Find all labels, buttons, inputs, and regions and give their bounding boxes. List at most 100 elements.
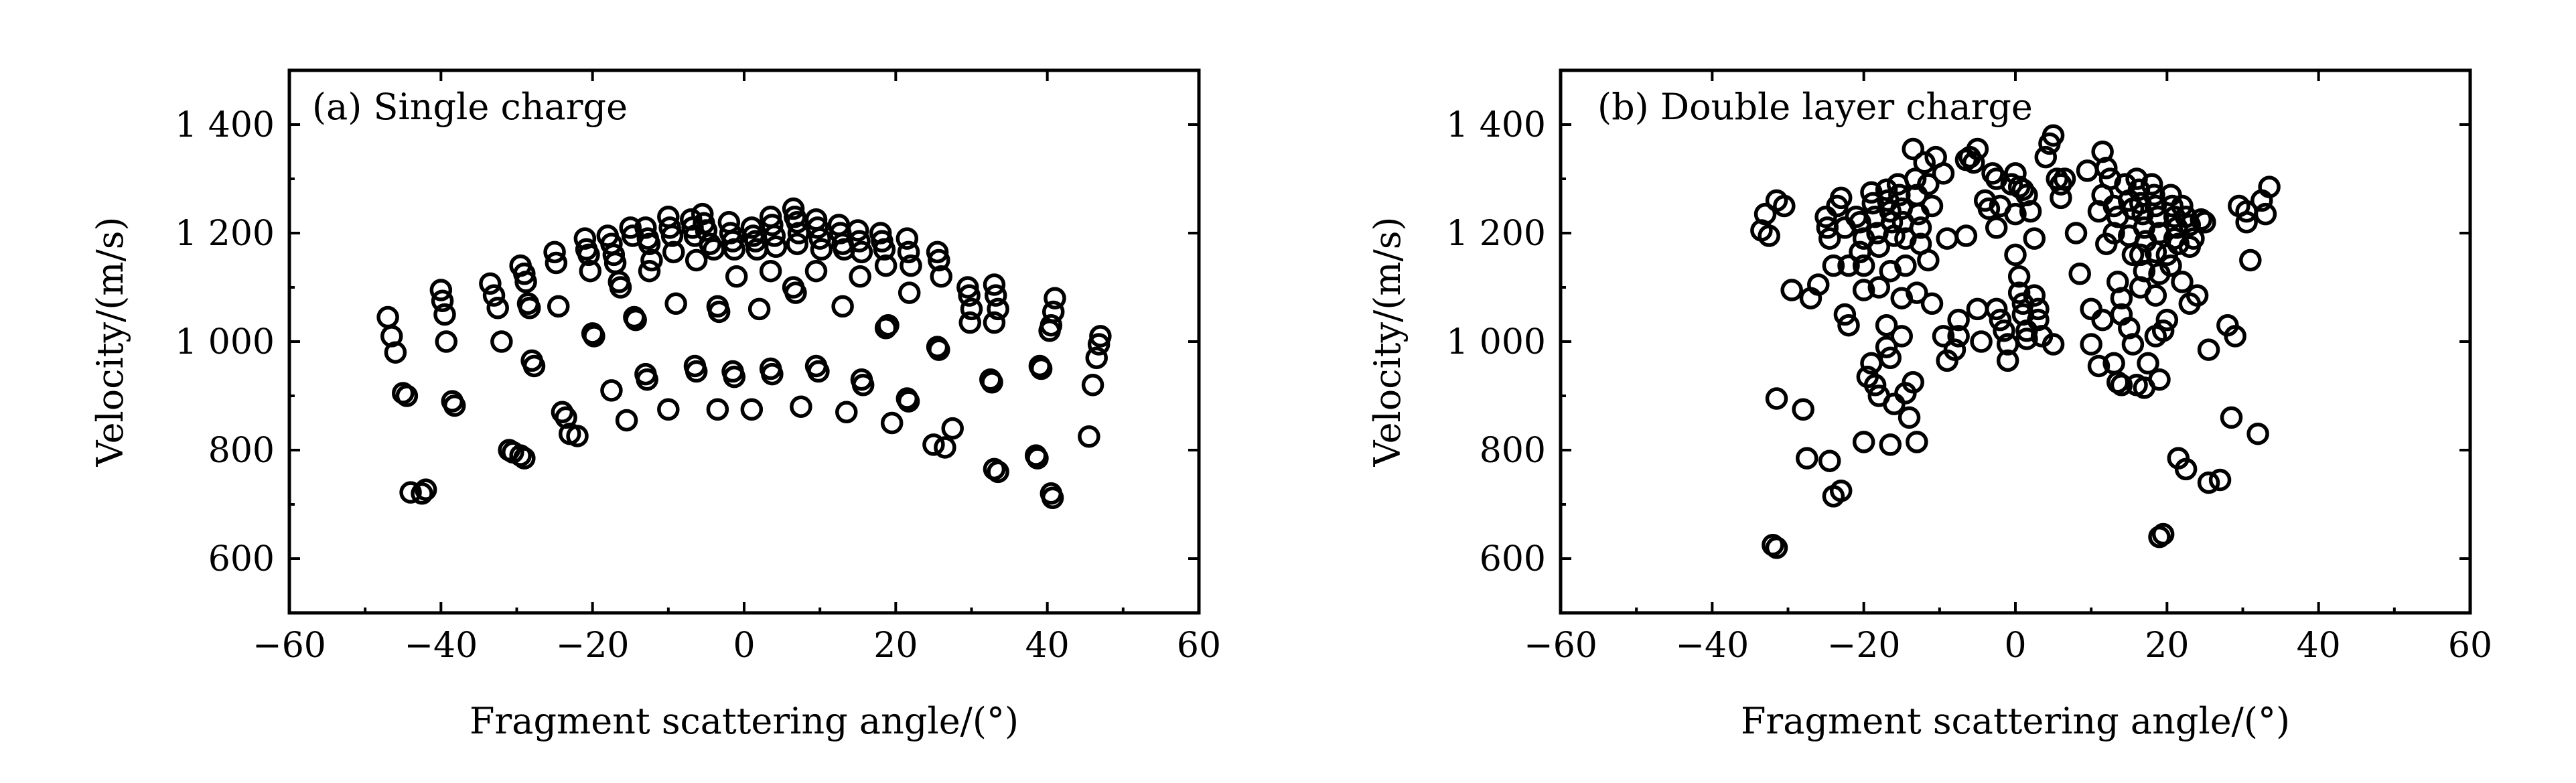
data-point bbox=[987, 460, 1009, 484]
x-tick-label: 60 bbox=[2448, 626, 2492, 666]
data-point bbox=[897, 240, 920, 264]
data-point bbox=[2091, 308, 2114, 332]
data-point bbox=[896, 227, 919, 250]
data-point bbox=[958, 284, 981, 307]
data-point bbox=[1089, 325, 1112, 348]
data-point bbox=[482, 284, 506, 307]
data-point bbox=[1765, 537, 1788, 559]
data-point bbox=[706, 398, 729, 421]
data-point bbox=[2027, 297, 2050, 321]
data-point bbox=[880, 411, 904, 435]
data-point bbox=[2137, 352, 2159, 375]
data-point bbox=[577, 243, 600, 267]
data-point bbox=[1085, 346, 1108, 370]
data-point bbox=[490, 330, 513, 353]
x-axis-label: Fragment scattering angle/(°) bbox=[1741, 700, 2290, 742]
data-point bbox=[2004, 243, 2027, 267]
data-point bbox=[2151, 522, 2175, 546]
data-point bbox=[638, 232, 661, 255]
data-point bbox=[1996, 349, 2019, 372]
scatter-points bbox=[376, 197, 1112, 510]
data-point bbox=[847, 219, 869, 242]
x-axis-label: Fragment scattering angle/(°) bbox=[470, 700, 1019, 742]
data-point bbox=[2007, 281, 2031, 304]
data-point bbox=[851, 374, 875, 397]
data-point bbox=[1861, 192, 1884, 215]
data-point bbox=[2151, 319, 2175, 342]
data-point bbox=[664, 292, 687, 315]
plot-frame bbox=[287, 68, 1201, 615]
data-point bbox=[1852, 431, 1875, 453]
chart-panel-a: (a) Single charge Fragment scattering an… bbox=[89, 68, 1221, 742]
data-point bbox=[443, 394, 466, 417]
x-tick-label: −40 bbox=[404, 626, 478, 666]
data-point bbox=[928, 248, 950, 272]
data-point bbox=[609, 276, 632, 299]
data-point bbox=[547, 295, 570, 318]
data-point bbox=[2015, 328, 2038, 350]
data-point bbox=[2171, 271, 2194, 293]
chart-panel-b: (b) Double layer charge Fragment scatter… bbox=[1366, 68, 2492, 742]
y-tick-label: 800 bbox=[1480, 431, 1546, 471]
data-point bbox=[1792, 398, 1814, 421]
data-point bbox=[1773, 194, 1796, 218]
data-point bbox=[2161, 194, 2184, 218]
data-point bbox=[2246, 422, 2269, 445]
data-point bbox=[1902, 137, 1924, 161]
data-point bbox=[761, 214, 784, 236]
data-point bbox=[782, 197, 805, 220]
data-point bbox=[2087, 354, 2110, 378]
data-point bbox=[926, 240, 949, 264]
data-point bbox=[1852, 279, 1875, 301]
chart-title: (b) Double layer charge bbox=[1597, 86, 2033, 128]
data-point bbox=[1818, 449, 1841, 472]
data-point bbox=[2068, 263, 2091, 285]
data-point bbox=[518, 297, 541, 319]
data-point bbox=[2023, 227, 2046, 250]
data-point bbox=[984, 284, 1007, 307]
x-tick-label: −20 bbox=[556, 626, 630, 666]
data-point bbox=[784, 281, 807, 304]
y-tick-label: 1 200 bbox=[175, 214, 275, 254]
data-point bbox=[1989, 308, 2012, 332]
x-tick-label: 20 bbox=[2145, 626, 2189, 666]
data-point bbox=[1898, 406, 1921, 429]
data-point bbox=[545, 251, 568, 275]
data-point bbox=[759, 259, 782, 283]
data-point bbox=[1867, 235, 1891, 258]
data-point bbox=[850, 240, 873, 264]
data-point bbox=[806, 216, 829, 239]
data-point bbox=[1081, 374, 1104, 397]
data-point bbox=[1936, 227, 1958, 250]
data-point bbox=[2197, 338, 2220, 361]
x-tick-label: 60 bbox=[1177, 626, 1221, 666]
data-point bbox=[1970, 330, 1993, 353]
data-point bbox=[1026, 447, 1049, 470]
y-tick-label: 1 000 bbox=[175, 322, 275, 362]
data-point bbox=[2004, 202, 2027, 226]
data-point bbox=[1906, 281, 1928, 304]
data-point bbox=[2208, 468, 2232, 492]
scatter-points bbox=[1750, 124, 2281, 559]
data-point bbox=[2007, 265, 2031, 288]
data-point bbox=[1879, 200, 1902, 223]
data-point bbox=[2102, 222, 2125, 244]
data-point bbox=[1875, 313, 1898, 337]
y-axis-label: Velocity/(m/s) bbox=[89, 217, 131, 468]
data-point bbox=[2197, 471, 2220, 494]
data-point bbox=[707, 300, 731, 324]
data-point bbox=[429, 279, 453, 301]
data-point bbox=[835, 401, 858, 424]
data-point bbox=[624, 308, 647, 332]
data-point bbox=[583, 325, 605, 348]
data-point bbox=[615, 409, 638, 432]
data-point bbox=[786, 232, 808, 255]
data-point bbox=[2186, 284, 2209, 307]
data-point bbox=[1993, 319, 2015, 342]
data-point bbox=[1875, 178, 1898, 201]
data-point bbox=[2034, 145, 2058, 169]
y-tick-label: 1 200 bbox=[1446, 214, 1546, 254]
data-point bbox=[1894, 254, 1917, 277]
data-point bbox=[874, 317, 898, 340]
y-tick-label: 800 bbox=[208, 431, 275, 471]
